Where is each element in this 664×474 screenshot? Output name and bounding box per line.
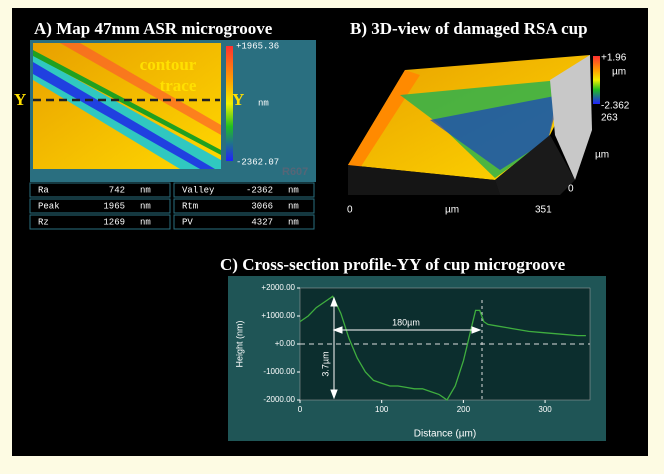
x-tick-label: 100 <box>375 405 389 414</box>
y-marker: Y <box>14 90 26 109</box>
scale-max: +1965.36 <box>236 41 279 51</box>
stats-text: Ra <box>38 185 49 195</box>
stats-text: PV <box>182 217 193 227</box>
figure: A) Map 47mm ASR microgroove +1965.36 nm … <box>0 0 664 469</box>
stats-text: 1965 <box>103 201 125 211</box>
annotation: trace <box>160 76 197 95</box>
page: {"panel_a": {"title": "A) Map 47mm ASR m… <box>0 0 664 469</box>
y-tick-label: -1000.00 <box>263 367 295 376</box>
x-unit: µm <box>445 205 459 216</box>
map-id: R607 <box>282 166 308 178</box>
y-marker: Y <box>232 90 244 109</box>
scale-extra: 263 <box>601 113 618 124</box>
annotation: 3.7µm <box>320 351 330 376</box>
stats-text: Peak <box>38 201 60 211</box>
stats-text: Valley <box>182 185 215 195</box>
stats-text: nm <box>140 185 151 195</box>
stats-text: 3066 <box>251 201 273 211</box>
stats-text: nm <box>140 217 151 227</box>
stats-text: Rz <box>38 217 49 227</box>
scale-max: +1.96 <box>601 53 627 64</box>
annotation: contour <box>140 55 197 74</box>
stats-text: nm <box>288 201 299 211</box>
chart-title: C) Cross-section profile-YY of cup micro… <box>220 255 566 274</box>
y-tick-label: -2000.00 <box>263 395 295 404</box>
stats-text: -2362 <box>246 185 273 195</box>
stats-text: Rtm <box>182 201 198 211</box>
x-axis-label: Distance (µm) <box>414 429 476 440</box>
3d-colorbar <box>593 56 600 104</box>
scale-min: -2362.07 <box>236 157 279 167</box>
stats-text: 742 <box>109 185 125 195</box>
stats-text: nm <box>288 217 299 227</box>
stats-text: 4327 <box>251 217 273 227</box>
y-tick-label: +1000.00 <box>261 311 295 320</box>
stats-text: nm <box>288 185 299 195</box>
z-unit: µm <box>595 150 609 161</box>
x-min: 0 <box>347 205 353 216</box>
y-tick-label: +0.00 <box>275 339 296 348</box>
scale-min: -2.362 <box>601 101 630 112</box>
x-tick-label: 0 <box>298 405 303 414</box>
y-axis-label: Height (nm) <box>234 320 244 367</box>
panel-b-title: B) 3D-view of damaged RSA cup <box>350 19 588 38</box>
scale-unit: nm <box>258 98 269 108</box>
annotation: 180µm <box>392 317 420 327</box>
x-max: 351 <box>535 205 552 216</box>
stats-text: nm <box>140 201 151 211</box>
panel-a-title: A) Map 47mm ASR microgroove <box>34 19 273 38</box>
x-tick-label: 300 <box>538 405 552 414</box>
stats-text: 1269 <box>103 217 125 227</box>
y-tick-label: +2000.00 <box>261 283 295 292</box>
scale-unit: µm <box>612 67 626 78</box>
x-tick-label: 200 <box>457 405 471 414</box>
z-min: 0 <box>568 184 574 195</box>
